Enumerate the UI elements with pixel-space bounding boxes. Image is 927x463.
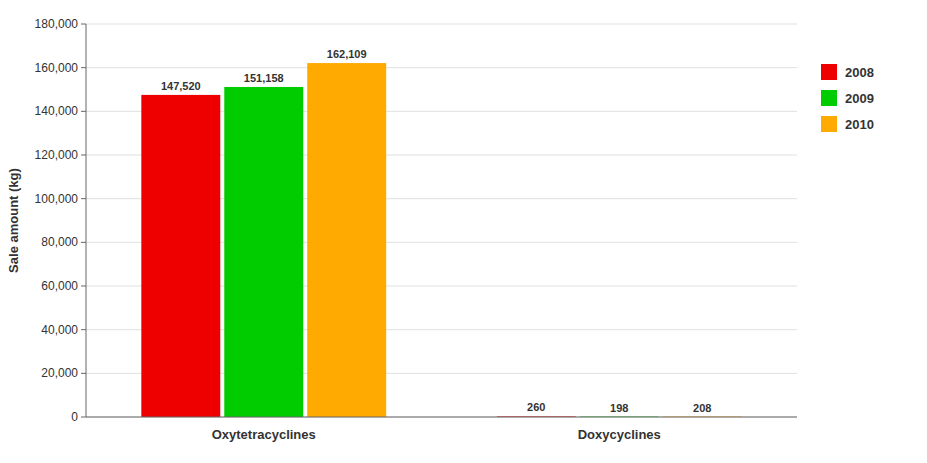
data-label: 147,520	[161, 80, 201, 92]
y-tick-label: 160,000	[35, 61, 79, 75]
y-tick	[81, 24, 86, 25]
bar	[307, 63, 386, 417]
x-tick-label: Doxycyclines	[578, 427, 661, 442]
legend-swatch	[821, 64, 837, 80]
legend-swatch	[821, 116, 837, 132]
legend: 2008 2009 2010	[821, 64, 874, 132]
y-tick-label: 60,000	[41, 279, 78, 293]
legend-label: 2010	[845, 117, 874, 132]
y-tick-label: 180,000	[35, 17, 79, 31]
y-tick-label: 120,000	[35, 148, 79, 162]
x-tick-label: Oxytetracyclines	[212, 427, 316, 442]
x-axis: Oxytetracyclines Doxycyclines	[86, 417, 797, 442]
y-tick-label: 80,000	[41, 235, 78, 249]
grid-line	[86, 417, 797, 418]
grid-line	[86, 67, 797, 68]
bar	[224, 87, 303, 417]
y-tick-label: 140,000	[35, 104, 79, 118]
y-tick-label: 0	[71, 410, 78, 424]
legend-label: 2009	[845, 91, 874, 106]
x-axis-line	[86, 417, 797, 418]
legend-swatch	[821, 90, 837, 106]
y-axis-line	[86, 24, 87, 417]
bar	[141, 95, 220, 417]
y-axis: 0 20,000 40,000 60,000 80,000 100,000 120,000 1…	[35, 17, 86, 424]
data-labels: 147,520 151,158 162,109 260 198 208	[161, 48, 711, 414]
y-tick-label: 40,000	[41, 323, 78, 337]
y-tick	[81, 329, 86, 330]
y-tick-label: 20,000	[41, 366, 78, 380]
y-tick-label: 100,000	[35, 192, 79, 206]
legend-label: 2008	[845, 65, 874, 80]
data-label: 260	[527, 401, 545, 413]
bars	[141, 63, 741, 417]
y-tick	[81, 111, 86, 112]
y-tick	[81, 198, 86, 199]
y-tick	[81, 373, 86, 374]
y-tick	[81, 155, 86, 156]
y-tick	[81, 286, 86, 287]
y-axis-label: Sale amount (kg)	[6, 168, 21, 273]
chart: 0 20,000 40,000 60,000 80,000 100,000 120,000 1…	[0, 0, 927, 463]
data-label: 162,109	[327, 48, 367, 60]
grid-line	[86, 24, 797, 25]
data-label: 198	[610, 402, 628, 414]
y-tick	[81, 417, 86, 418]
data-label: 208	[693, 402, 711, 414]
y-tick	[81, 67, 86, 68]
data-label: 151,158	[244, 72, 284, 84]
grid	[86, 24, 797, 417]
y-tick	[81, 242, 86, 243]
